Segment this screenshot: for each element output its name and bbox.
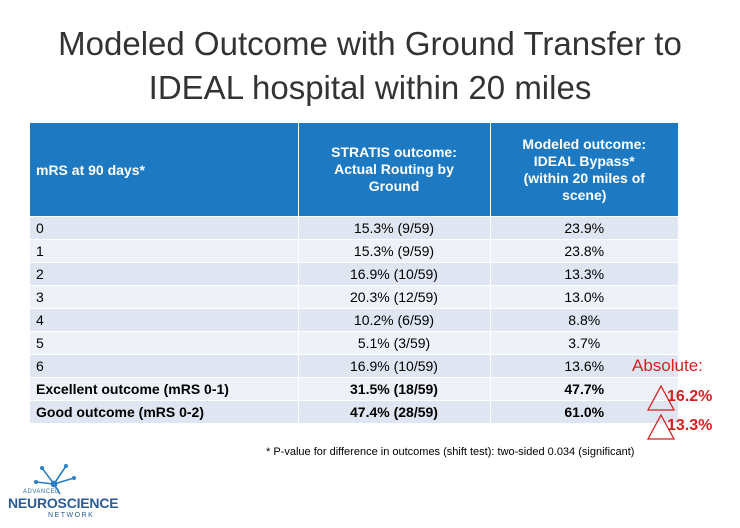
row-label: 3 bbox=[30, 285, 299, 309]
header-stratis-line: Ground bbox=[368, 178, 420, 194]
stratis-value: 15.3% (9/59) bbox=[298, 239, 491, 263]
header-ideal: Modeled outcome: IDEAL Bypass* (within 2… bbox=[490, 123, 678, 217]
logo-neuroscience: NEUROSCIENCE bbox=[8, 495, 119, 511]
ideal-value: 13.6% bbox=[490, 354, 678, 378]
stratis-value: 31.5% (18/59) bbox=[298, 377, 491, 401]
delta-value: 16.2% bbox=[667, 388, 713, 405]
row-label: 2 bbox=[30, 262, 299, 286]
delta-triangle-icon bbox=[647, 385, 675, 411]
ideal-value: 47.7% bbox=[490, 377, 678, 401]
stratis-value: 16.9% (10/59) bbox=[298, 262, 491, 286]
header-stratis-line: STRATIS outcome: bbox=[331, 144, 457, 160]
delta-excellent: 16.2% bbox=[647, 385, 712, 411]
delta-value: 13.3% bbox=[667, 417, 713, 434]
ideal-value: 23.8% bbox=[490, 239, 678, 263]
table-row-excellent: Excellent outcome (mRS 0-1) 31.5% (18/59… bbox=[30, 377, 678, 401]
stratis-value: 5.1% (3/59) bbox=[298, 331, 491, 355]
ideal-value: 23.9% bbox=[490, 216, 678, 240]
footnote: * P-value for difference in outcomes (sh… bbox=[266, 446, 635, 458]
header-mrs: mRS at 90 days* bbox=[30, 123, 299, 217]
header-stratis-line: Actual Routing by bbox=[334, 161, 454, 177]
table-row: 0 15.3% (9/59) 23.9% bbox=[30, 216, 678, 240]
table-row: 1 15.3% (9/59) 23.8% bbox=[30, 239, 678, 263]
row-label: Good outcome (mRS 0-2) bbox=[30, 400, 299, 423]
table-row: 3 20.3% (12/59) 13.0% bbox=[30, 285, 678, 309]
row-label: 1 bbox=[30, 239, 299, 263]
row-label: 4 bbox=[30, 308, 299, 332]
row-label: 0 bbox=[30, 216, 299, 240]
header-ideal-line: scene) bbox=[562, 186, 607, 203]
absolute-label: Absolute: bbox=[632, 356, 703, 375]
ideal-value: 13.3% bbox=[490, 262, 678, 286]
logo-network: NETWORK bbox=[48, 512, 95, 519]
logo-advanced: ADVANCED bbox=[23, 489, 60, 495]
table-row: 6 16.9% (10/59) 13.6% bbox=[30, 354, 678, 378]
table-row: 2 16.9% (10/59) 13.3% bbox=[30, 262, 678, 286]
table-row: 4 10.2% (6/59) 8.8% bbox=[30, 308, 678, 332]
ideal-value: 3.7% bbox=[490, 331, 678, 355]
stratis-value: 15.3% (9/59) bbox=[298, 216, 491, 240]
delta-good: 13.3% bbox=[647, 414, 712, 440]
row-label: 5 bbox=[30, 331, 299, 355]
stratis-value: 16.9% (10/59) bbox=[298, 354, 491, 378]
row-label: 6 bbox=[30, 354, 299, 378]
slide-title: Modeled Outcome with Ground Transfer to … bbox=[0, 22, 740, 110]
neuron-logo-icon bbox=[34, 464, 76, 495]
stratis-value: 20.3% (12/59) bbox=[298, 285, 491, 309]
stratis-value: 10.2% (6/59) bbox=[298, 308, 491, 332]
ideal-value: 8.8% bbox=[490, 308, 678, 332]
outcome-table: mRS at 90 days* STRATIS outcome: Actual … bbox=[30, 123, 678, 423]
delta-triangle-icon bbox=[647, 414, 675, 440]
ideal-value: 61.0% bbox=[490, 400, 678, 423]
header-ideal-line: (within 20 miles of bbox=[523, 169, 645, 186]
table-row-good: Good outcome (mRS 0-2) 47.4% (28/59) 61.… bbox=[30, 400, 678, 423]
ideal-value: 13.0% bbox=[490, 285, 678, 309]
table-header-row: mRS at 90 days* STRATIS outcome: Actual … bbox=[30, 123, 678, 217]
header-stratis: STRATIS outcome: Actual Routing by Groun… bbox=[298, 123, 491, 217]
title-line-2: IDEAL hospital within 20 miles bbox=[148, 69, 592, 106]
title-line-1: Modeled Outcome with Ground Transfer to bbox=[58, 25, 682, 62]
logo: ADVANCED NEUROSCIENCE NETWORK bbox=[6, 462, 119, 522]
header-ideal-line: Modeled outcome: bbox=[522, 135, 647, 152]
header-ideal-line: IDEAL Bypass* bbox=[533, 152, 635, 169]
table-row: 5 5.1% (3/59) 3.7% bbox=[30, 331, 678, 355]
stratis-value: 47.4% (28/59) bbox=[298, 400, 491, 423]
row-label: Excellent outcome (mRS 0-1) bbox=[30, 377, 299, 401]
